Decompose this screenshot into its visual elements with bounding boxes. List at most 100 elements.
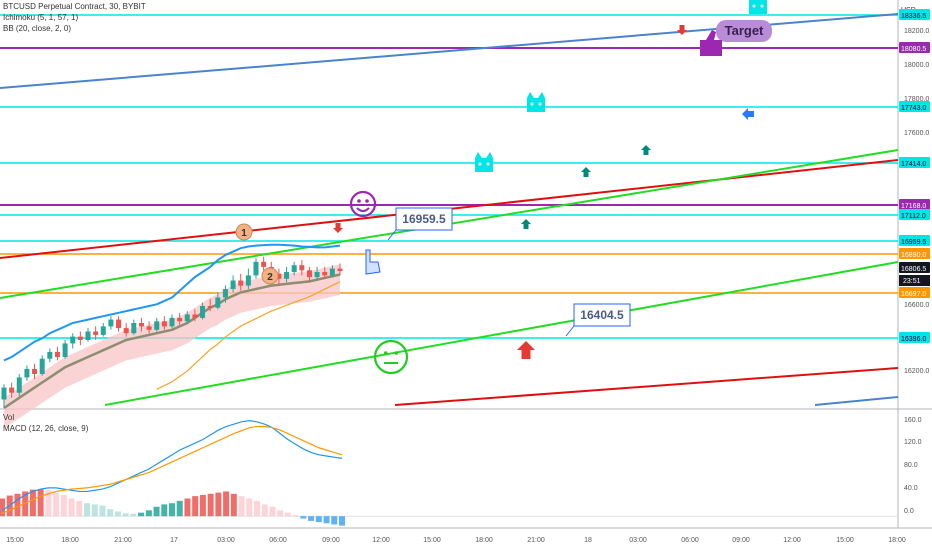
marker-circle	[261, 267, 279, 285]
target-label: Target	[725, 23, 764, 38]
macd-histogram-bar	[292, 515, 299, 517]
macd-histogram-bar	[37, 489, 44, 517]
cat-icon	[475, 152, 493, 172]
countdown-label: 23:51	[903, 278, 921, 285]
smile-mouth	[356, 207, 370, 212]
ichimoku-legend[interactable]: Ichimoku (5, 1, 57, 1)	[3, 13, 79, 22]
callout-box	[395, 207, 453, 231]
cat-icon-eye	[530, 102, 534, 106]
macd-histogram-bar	[284, 512, 291, 517]
symbol-title[interactable]: BTCUSD Perpetual Contract, 30, BYBIT	[3, 2, 146, 11]
cat-icon-eye	[486, 162, 490, 166]
price-level-tag	[899, 101, 930, 112]
price-level-tag	[899, 9, 930, 20]
time-tick-label: 09:00	[732, 537, 750, 544]
price-level-tag	[899, 332, 930, 343]
macd-histogram-bar	[230, 493, 237, 517]
time-tick-label: 18:00	[475, 537, 493, 544]
macd-histogram-bar	[153, 506, 160, 517]
smile-face-icon-eye	[365, 199, 369, 203]
macd-tick-label: 160.0	[904, 417, 922, 424]
time-tick-label: 12:00	[783, 537, 801, 544]
price-tick-label: 16600.0	[904, 302, 929, 309]
macd-histogram-bar	[269, 506, 276, 517]
callout-pointer	[387, 229, 397, 241]
macd-histogram-bar	[331, 516, 338, 525]
candle-body	[276, 273, 282, 279]
candle-body	[329, 268, 335, 276]
vol-legend[interactable]: Vol	[3, 413, 15, 422]
macd-histogram-bar	[261, 504, 268, 517]
candle-body	[253, 261, 259, 276]
price-tick-label: 17800.0	[904, 96, 929, 103]
macd-histogram-bar	[76, 500, 83, 517]
price-level-tag	[899, 248, 930, 259]
macd-histogram-bar	[145, 510, 152, 517]
price-level-label: 17112.0	[901, 213, 926, 220]
macd-histogram-bar	[308, 516, 315, 521]
arrow-down-red	[677, 25, 687, 35]
callout-label: 16404.5	[580, 308, 624, 322]
candle-body	[314, 272, 320, 278]
candle-body	[108, 319, 114, 327]
macd-histogram-bar	[223, 491, 230, 517]
macd-histogram-bar	[238, 496, 245, 517]
time-tick-label: 06:00	[681, 537, 699, 544]
cat-icon-eye	[478, 162, 482, 166]
price-level-label: 18080.5	[901, 46, 926, 53]
arrow-up-teal	[581, 167, 591, 177]
macd-histogram-bar	[99, 505, 106, 517]
thumbs-up-icon	[700, 30, 722, 56]
candle-body	[284, 272, 290, 279]
candle-body	[146, 326, 152, 330]
macd-histogram-bar	[0, 498, 5, 517]
candle-body	[261, 261, 267, 267]
candle-body	[24, 368, 30, 378]
trendline-red-lower	[394, 367, 899, 406]
ichimoku-lagging-line	[156, 281, 341, 390]
macd-histogram-bar	[91, 504, 98, 517]
candle-body	[291, 265, 297, 272]
price-level-label: 17414.0	[901, 161, 926, 168]
candle-body	[215, 297, 221, 308]
candle-body	[169, 317, 175, 327]
neutral-face-icon-eye	[394, 351, 399, 355]
macd-legend[interactable]: MACD (12, 26, close, 9)	[3, 424, 89, 433]
arrow-left-blue	[742, 108, 754, 120]
macd-histogram-bar	[122, 513, 129, 517]
macd-histogram-bar	[169, 503, 175, 517]
macd-histogram-bar	[29, 489, 36, 517]
price-tick-label: 17600.0	[904, 130, 929, 137]
ichimoku-cloud	[4, 264, 340, 429]
candle-body	[138, 323, 144, 327]
bb-series-basis	[3, 273, 341, 410]
macd-tick-label: 120.0	[904, 439, 922, 446]
macd-histogram-bar	[192, 496, 199, 517]
macd-histogram-bar	[53, 492, 60, 517]
macd-histogram-bar	[176, 500, 183, 517]
candle-body	[131, 323, 137, 334]
candle-body	[230, 280, 236, 289]
cat-icon	[527, 92, 545, 112]
price-level-label: 17743.0	[901, 105, 926, 112]
cat-icon	[749, 0, 767, 14]
arrow-up-teal	[641, 145, 651, 155]
candle-body	[192, 314, 198, 318]
price-level-tag	[899, 235, 930, 246]
candle-body	[39, 358, 45, 374]
neutral-face-icon-eye	[383, 351, 388, 355]
candle-body	[54, 351, 60, 357]
price-level-tag	[899, 287, 930, 298]
target-badge	[716, 20, 772, 42]
candle-body	[161, 321, 167, 327]
macd-histogram-bar	[45, 490, 52, 517]
time-tick-label: 15:00	[423, 537, 441, 544]
macd-histogram-bar	[161, 504, 168, 517]
bb-legend[interactable]: BB (20, close, 2, 0)	[3, 24, 72, 33]
price-level-tag	[899, 209, 930, 220]
time-tick-label: 03:00	[217, 537, 235, 544]
candle-body	[32, 368, 38, 374]
macd-histogram-bar	[14, 493, 21, 517]
time-tick-label: 17	[170, 537, 178, 544]
